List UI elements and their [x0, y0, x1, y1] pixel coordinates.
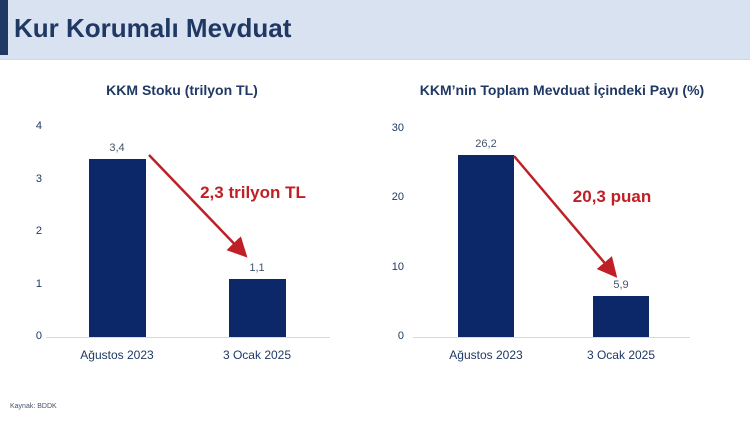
- x-axis-baseline: [46, 337, 330, 338]
- y-axis-tick-label: 10: [391, 260, 404, 273]
- decline-annotation: 2,3 trilyon TL: [200, 183, 306, 202]
- y-axis-tick-label: 3: [35, 172, 42, 185]
- y-axis-tick-label: 2: [35, 225, 42, 237]
- source-note: Kaynak: BDDK: [10, 403, 57, 410]
- bar: [458, 155, 514, 337]
- category-label: 3 Ocak 2025: [586, 348, 656, 362]
- bar: [228, 279, 286, 337]
- y-axis-tick-label: 0: [397, 330, 404, 342]
- chart-title: KKM Stoku (trilyon TL): [106, 82, 258, 98]
- page-title: Kur Korumalı Mevduat: [14, 13, 292, 43]
- y-axis-tick-label: 20: [391, 191, 404, 204]
- slide-header: Kur Korumalı Mevduat: [0, 0, 750, 60]
- bar: [88, 158, 146, 337]
- chart-title: KKM’nin Toplam Mevduat İçindeki Payı (%): [419, 82, 705, 98]
- decline-arrow: [148, 154, 248, 258]
- bar-value-label: 26,2: [475, 138, 497, 151]
- x-axis-baseline: [413, 337, 690, 338]
- bar-value-label: 5,9: [613, 279, 629, 292]
- header-accent-bar: [0, 0, 8, 55]
- bar-value-label: 1,1: [249, 262, 265, 275]
- y-axis-tick-label: 4: [35, 120, 42, 132]
- bar: [593, 296, 649, 337]
- category-label: Ağustos 2023: [80, 348, 154, 362]
- bar-value-label: 3,4: [109, 141, 125, 154]
- y-axis-tick-label: 0: [35, 330, 42, 342]
- category-label: Ağustos 2023: [449, 348, 523, 362]
- y-axis-tick-label: 1: [35, 277, 42, 290]
- decline-annotation: 20,3 puan: [572, 187, 652, 206]
- decline-arrow: [513, 155, 618, 278]
- category-label: 3 Ocak 2025: [222, 348, 292, 362]
- y-axis-tick-label: 30: [391, 122, 404, 134]
